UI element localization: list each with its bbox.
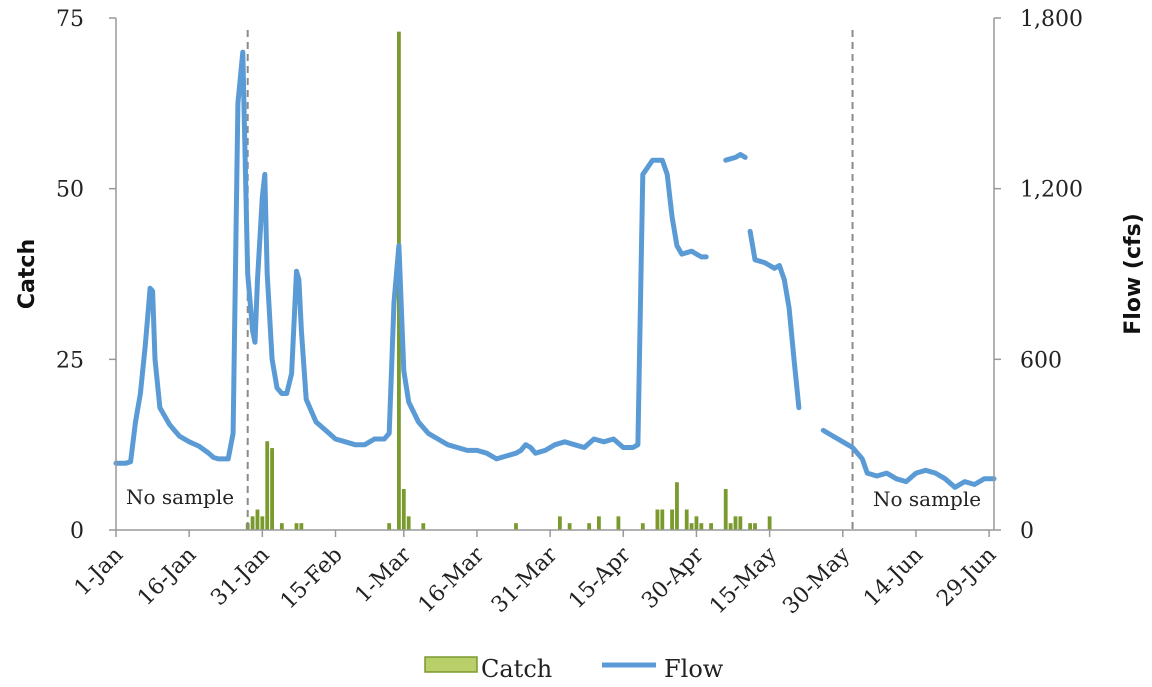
catch-bar [689,523,694,530]
catch-bar [728,523,733,530]
flow-line-segment [723,152,748,163]
catch-bar [723,489,728,530]
x-tick-label: 16-Mar [414,542,490,618]
catch-bar [299,523,304,530]
no-sample-annotation-left: No sample [126,485,234,509]
catch-bar [587,523,592,530]
catch-bar [738,516,743,530]
catch-bar [387,523,392,530]
x-tick-label: 15-Feb [276,543,348,615]
catch-bar [406,516,411,530]
no-sample-annotation-right: No sample [873,487,981,511]
y-right-tick-label: 1,200 [1020,178,1083,203]
x-tick-label: 1-Mar [351,542,417,608]
catch-bar [265,441,270,530]
catch-bar [709,523,713,530]
catch-bar [294,523,299,530]
catch-bar [279,523,284,530]
catch-bar [514,523,518,530]
catch-bar [675,482,679,530]
catch-bar [596,516,601,530]
flow-line-segment [113,49,709,466]
legend-catch-swatch [424,656,478,673]
x-tick-label: 30-Apr [637,542,709,614]
axes [109,17,1001,537]
x-tick-label: 29-Jun [932,543,1001,612]
catch-bar [748,523,753,530]
catch-bar [557,516,562,530]
catch-bar [640,523,645,530]
x-tick-label: 31-Jan [206,543,274,611]
legend: Catch Flow [424,655,724,683]
catch-bar [753,523,757,530]
x-tick-label: 16-Jan [133,543,201,611]
catch-bar [694,516,699,530]
y-left-tick-label: 0 [70,519,84,544]
catch-bar [699,523,704,530]
x-tick-label: 1-Jan [70,543,128,601]
flow-line [113,49,997,490]
y-left-axis-title: Catch [15,239,40,309]
catch-bar [260,516,265,530]
x-tick-label: 31-Mar [487,542,563,618]
flow-line-segment [747,228,802,411]
y-left-tick-label: 75 [56,7,84,32]
catch-bar [270,448,274,530]
legend-catch-label: Catch [481,655,552,683]
flow-line-segment [820,427,997,490]
catch-bar [421,523,426,530]
catch-bar [660,509,665,530]
catch-bar [655,509,660,530]
x-tick-label: 14-Jun [859,543,928,612]
y-right-tick-label: 0 [1020,519,1034,544]
catch-bar [670,509,674,530]
y-right-tick-label: 1,800 [1020,7,1083,32]
catch-bar [767,516,772,530]
catch-bar [401,489,406,530]
y-left-tick-label: 25 [56,348,84,373]
catch-bar [684,509,689,530]
x-tick-label: 15-Apr [564,542,636,614]
y-left-tick-label: 50 [56,178,84,203]
x-tick-label: 30-May [778,542,855,619]
y-right-axis-title: Flow (cfs) [1121,213,1146,334]
no-sample-markers [246,30,854,530]
legend-flow-label: Flow [664,655,724,683]
catch-bar [255,509,260,530]
catch-bar [733,516,738,530]
catch-bar [567,523,572,530]
y-right-tick-label: 600 [1020,348,1062,373]
catch-bar [250,516,255,530]
x-tick-label: 15-May [705,542,782,619]
catch-bar [616,516,621,530]
